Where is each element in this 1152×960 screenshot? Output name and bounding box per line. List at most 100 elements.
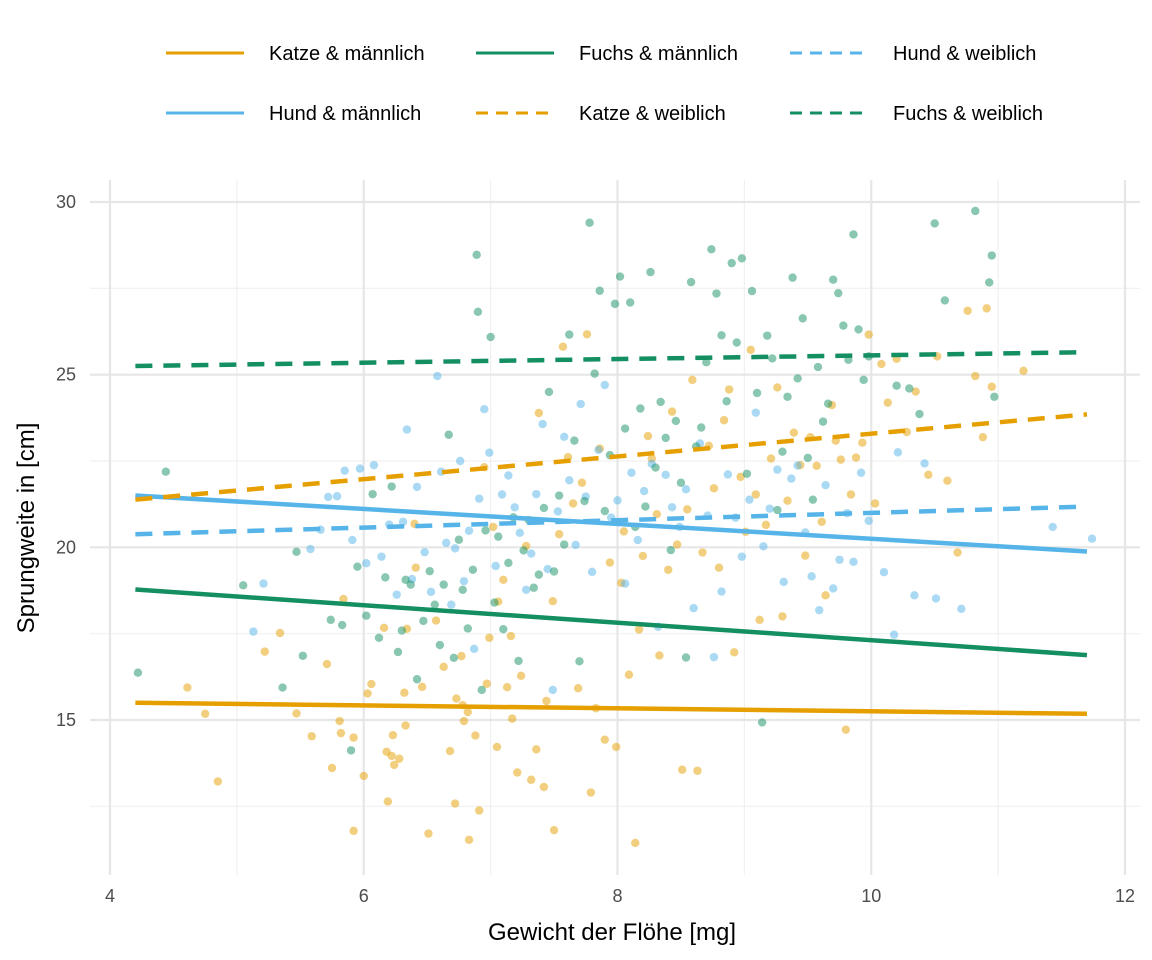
data-point-katze xyxy=(471,731,480,740)
data-point-katze xyxy=(789,428,799,437)
data-point-katze xyxy=(978,432,988,442)
data-point-fuchs xyxy=(397,626,407,635)
data-point-fuchs xyxy=(575,657,584,666)
data-point-hund xyxy=(793,461,802,470)
series-line xyxy=(135,587,1088,658)
data-point-hund xyxy=(931,594,941,603)
data-point-hund xyxy=(433,371,442,381)
data-point-fuchs xyxy=(646,267,655,277)
data-point-fuchs xyxy=(990,392,999,401)
data-point-fuchs xyxy=(828,275,838,284)
data-point-fuchs xyxy=(346,746,356,755)
data-point-fuchs xyxy=(737,254,747,263)
data-point-hund xyxy=(639,486,649,496)
data-point-fuchs xyxy=(454,535,464,544)
data-point-hund xyxy=(565,476,574,485)
data-point-hund xyxy=(447,600,456,609)
data-point-fuchs xyxy=(486,332,495,342)
data-point-hund xyxy=(779,577,788,587)
data-point-hund xyxy=(398,517,408,526)
data-point-hund xyxy=(392,590,401,599)
data-point-hund xyxy=(340,466,349,475)
data-point-fuchs xyxy=(651,463,660,472)
data-point-fuchs xyxy=(514,656,523,666)
data-point-hund xyxy=(723,470,733,479)
data-point-katze xyxy=(349,733,358,742)
data-point-hund xyxy=(681,485,691,494)
data-point-katze xyxy=(858,438,867,447)
data-point-katze xyxy=(383,797,393,806)
data-point-hund xyxy=(613,496,622,505)
data-point-fuchs xyxy=(298,651,308,660)
data-point-katze xyxy=(619,527,629,536)
data-point-katze xyxy=(693,766,702,775)
data-point-katze xyxy=(452,694,461,703)
data-point-hund xyxy=(576,399,585,409)
series-line xyxy=(135,349,1087,369)
major-gridlines xyxy=(90,180,1140,875)
data-point-fuchs xyxy=(742,469,752,478)
data-point-fuchs xyxy=(381,573,390,582)
data-point-fuchs xyxy=(468,565,478,574)
data-point-fuchs xyxy=(747,286,757,296)
data-point-hund xyxy=(442,538,451,548)
data-point-fuchs xyxy=(430,600,439,609)
data-point-fuchs xyxy=(666,545,675,555)
data-point-hund xyxy=(332,492,342,501)
data-point-hund xyxy=(455,456,465,466)
data-point-fuchs xyxy=(985,278,994,287)
data-point-fuchs xyxy=(641,502,650,511)
data-point-katze xyxy=(652,509,662,519)
data-point-fuchs xyxy=(686,277,696,287)
data-point-hund xyxy=(587,567,597,577)
data-point-katze xyxy=(730,648,739,657)
data-point-katze xyxy=(554,530,564,539)
data-point-fuchs xyxy=(697,423,706,432)
data-point-katze xyxy=(841,725,851,734)
data-point-katze xyxy=(506,631,516,641)
data-point-katze xyxy=(982,304,991,313)
data-point-hund xyxy=(420,547,429,557)
data-point-hund xyxy=(515,528,525,538)
data-point-fuchs xyxy=(473,307,483,317)
data-point-katze xyxy=(631,838,640,848)
data-point-hund xyxy=(480,405,489,414)
data-point-hund xyxy=(426,587,436,597)
data-point-katze xyxy=(424,829,433,838)
data-point-fuchs xyxy=(590,369,599,378)
data-point-hund xyxy=(661,470,670,480)
data-point-hund xyxy=(633,535,642,545)
data-point-fuchs xyxy=(585,218,594,227)
data-point-katze xyxy=(605,558,615,567)
data-point-hund xyxy=(849,557,858,567)
data-point-katze xyxy=(513,768,522,777)
data-point-fuchs xyxy=(712,289,721,298)
data-point-katze xyxy=(624,670,634,679)
data-point-katze xyxy=(388,730,398,740)
data-point-fuchs xyxy=(161,467,171,476)
data-point-fuchs xyxy=(722,397,731,406)
data-point-katze xyxy=(445,746,455,756)
data-point-katze xyxy=(457,651,466,661)
data-point-hund xyxy=(1048,522,1057,532)
data-point-katze xyxy=(532,745,541,754)
data-point-katze xyxy=(971,371,980,381)
data-point-fuchs xyxy=(930,219,939,228)
series-line xyxy=(135,412,1088,502)
data-point-katze xyxy=(401,721,410,730)
data-point-fuchs xyxy=(565,330,574,339)
data-point-fuchs xyxy=(793,374,802,383)
data-point-katze xyxy=(492,742,502,752)
legend-label: Katze & weiblich xyxy=(579,103,726,125)
data-point-hund xyxy=(856,468,866,477)
data-point-fuchs xyxy=(808,495,818,504)
data-point-fuchs xyxy=(133,668,143,677)
data-point-fuchs xyxy=(971,206,980,216)
data-point-katze xyxy=(724,385,734,394)
data-point-hund xyxy=(464,526,474,535)
data-point-katze xyxy=(877,359,886,369)
data-point-katze xyxy=(963,306,972,315)
data-point-fuchs xyxy=(393,647,403,657)
data-point-fuchs xyxy=(818,417,828,426)
minor-gridlines xyxy=(90,180,1140,875)
